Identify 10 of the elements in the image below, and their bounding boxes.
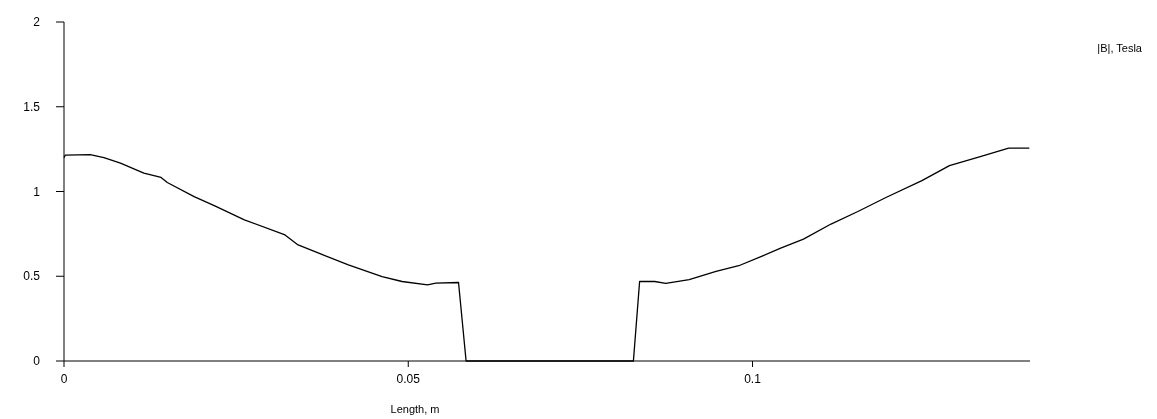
x-tick-label: 0 — [60, 372, 68, 386]
x-tick-label: 0.05 — [396, 372, 421, 386]
y-tick-label: 2 — [33, 15, 41, 30]
y-tick-label: 0 — [33, 354, 41, 369]
text: |B|, Tesla — [1097, 42, 1143, 54]
y-tick-label: 1 — [33, 184, 41, 199]
y-tick-label: 1.5 — [23, 99, 41, 114]
y-tick-label: 0.5 — [23, 269, 41, 284]
x-tick-label: 0.1 — [744, 372, 762, 386]
x-axis-title: Length, m — [390, 403, 440, 415]
